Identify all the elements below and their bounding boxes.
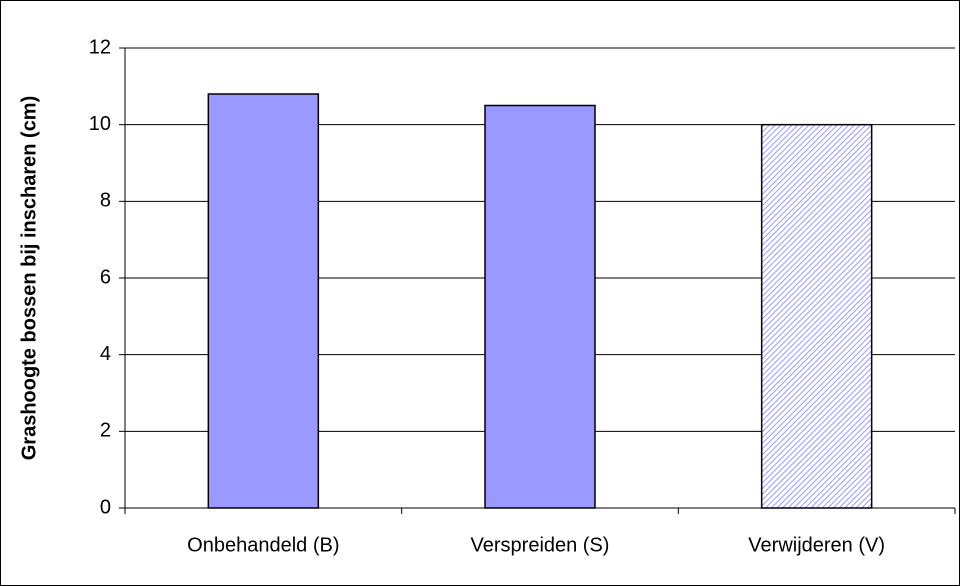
x-tick-label: Verspreiden (S)	[471, 534, 610, 556]
y-tick-label: 6	[100, 266, 111, 288]
y-tick-label: 12	[89, 36, 111, 58]
y-tick-label: 8	[100, 190, 111, 212]
y-tick-label: 4	[100, 343, 111, 365]
x-tick-label: Verwijderen (V)	[748, 534, 885, 556]
y-tick-label: 2	[100, 420, 111, 442]
bar	[484, 104, 596, 509]
y-axis-label: Grashoogte bossen bij inscharen (cm)	[18, 96, 40, 461]
y-tick-label: 10	[89, 113, 111, 135]
bar	[760, 123, 873, 509]
x-tick-label: Onbehandeld (B)	[187, 534, 339, 556]
bar	[207, 93, 320, 509]
y-tick-label: 0	[100, 496, 111, 518]
